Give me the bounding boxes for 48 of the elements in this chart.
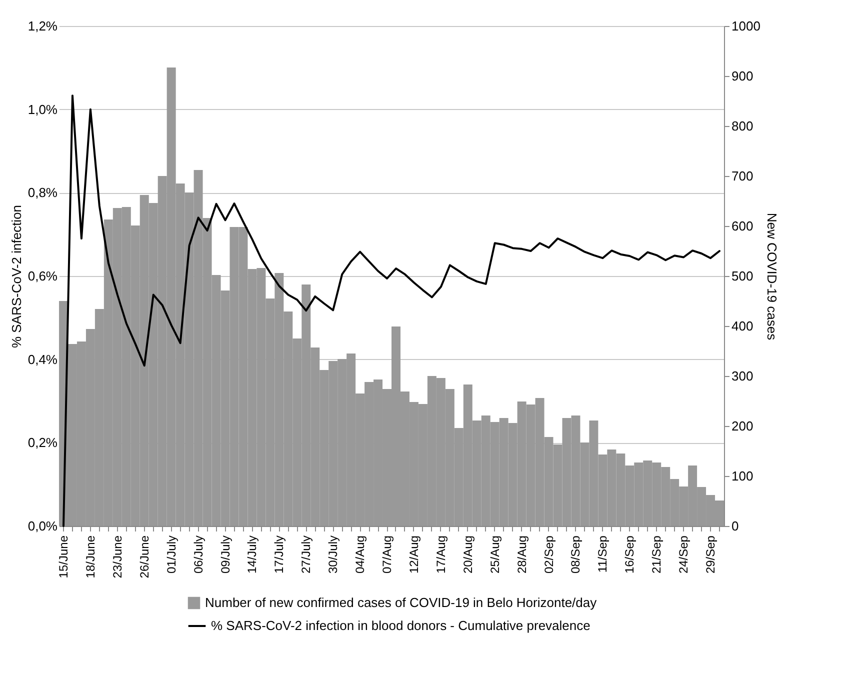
y2-tick-label: 600	[732, 218, 754, 234]
legend-label: Number of new confirmed cases of COVID-19 in Belo Horizonte/day	[205, 595, 598, 610]
x-tick-label: 17/July	[272, 536, 286, 574]
x-tick-label: 04/Aug	[353, 536, 368, 574]
x-tick-label: 27/July	[299, 536, 314, 574]
x-tick-label: 25/Aug	[488, 536, 502, 574]
y2-tick-label: 900	[732, 68, 754, 84]
y2-tick-label: 200	[732, 418, 754, 434]
x-tick-label: 21/Sep	[650, 535, 664, 574]
y-tick-label: 0,8%	[28, 185, 58, 200]
x-tick-label: 11/Sep	[596, 535, 610, 573]
x-tick-label: 01/July	[164, 536, 178, 574]
y-tick-label: 1,0%	[28, 102, 58, 117]
y2-tick-label: 500	[732, 268, 754, 284]
y-tick-label: 0,4%	[28, 352, 58, 367]
y2-tick-label: 300	[732, 368, 754, 384]
x-tick-label: 02/Sep	[542, 535, 556, 574]
y2-axis-title: New COVID-19 cases	[764, 212, 780, 341]
line-series	[62, 94, 721, 527]
x-tick-label: 06/July	[191, 536, 206, 574]
y-tick-label: 1,2%	[28, 18, 58, 34]
x-tick-label: 28/Aug	[514, 536, 529, 574]
x-tick-label: 08/Sep	[568, 535, 583, 574]
y2-tick-label: 100	[732, 468, 754, 484]
x-tick-label: 30/July	[326, 536, 340, 574]
x-tick-label: 24/Sep	[676, 535, 691, 574]
y2-tick-label: 700	[732, 168, 754, 184]
x-tick-label: 15/June	[56, 535, 70, 578]
y-axis-title: % SARS-CoV-2 infection	[8, 204, 24, 348]
x-tick-label: 09/July	[218, 536, 232, 574]
x-tick-label: 18/June	[83, 535, 98, 578]
x-tick-label: 14/July	[245, 536, 260, 574]
y-tick-label: 0,0%	[28, 518, 58, 534]
y2-tick-label: 400	[732, 318, 754, 334]
x-tick-label: 07/Aug	[380, 536, 394, 574]
legend-label: % SARS-CoV-2 infection in blood donors - Cumulative prevalence	[211, 618, 590, 633]
x-tick-label: 29/Sep	[704, 535, 718, 574]
x-tick-label: 16/Sep	[622, 535, 637, 574]
y2-tick-label: 0	[732, 518, 739, 534]
y2-tick-label: 1000	[732, 18, 760, 34]
x-tick-label: 23/June	[110, 535, 124, 578]
y-tick-label: 0,6%	[28, 268, 58, 284]
x-tick-label: 26/June	[137, 535, 152, 578]
x-tick-label: 20/Aug	[460, 536, 475, 574]
y-tick-label: 0,2%	[28, 435, 58, 450]
x-tick-label: 17/Aug	[434, 536, 448, 574]
y2-tick-label: 800	[732, 118, 754, 134]
x-tick-label: 12/Aug	[406, 536, 421, 574]
